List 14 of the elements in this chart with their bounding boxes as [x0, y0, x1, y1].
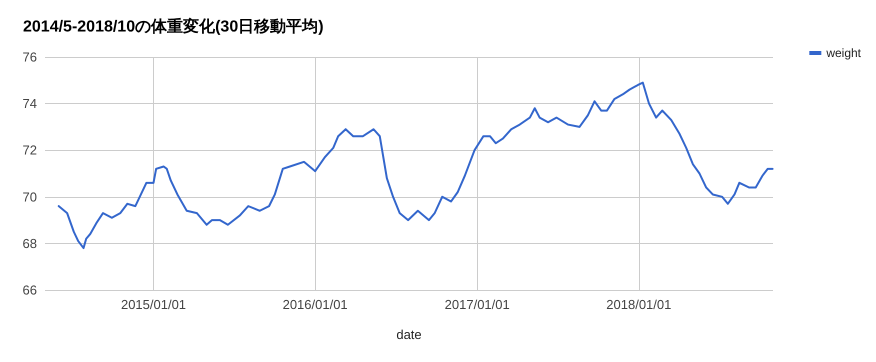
x-tick-label: 2018/01/01: [606, 297, 672, 312]
y-tick-label: 72: [22, 142, 37, 158]
x-tick-label: 2017/01/01: [444, 297, 510, 312]
chart-title: 2014/5-2018/10の体重変化(30日移動平均): [23, 16, 324, 36]
y-tick-label: 76: [22, 50, 37, 64]
x-tick-label: 2015/01/01: [120, 297, 186, 312]
x-axis-title: date: [396, 327, 422, 342]
legend-label: weight: [825, 46, 862, 60]
y-tick-label: 68: [22, 236, 37, 251]
y-tick-label: 66: [22, 282, 37, 298]
y-tick-label: 70: [22, 189, 37, 204]
line-series: [58, 82, 774, 250]
y-tick-label: 74: [22, 96, 37, 112]
x-tick-label: 2016/01/01: [282, 297, 348, 312]
